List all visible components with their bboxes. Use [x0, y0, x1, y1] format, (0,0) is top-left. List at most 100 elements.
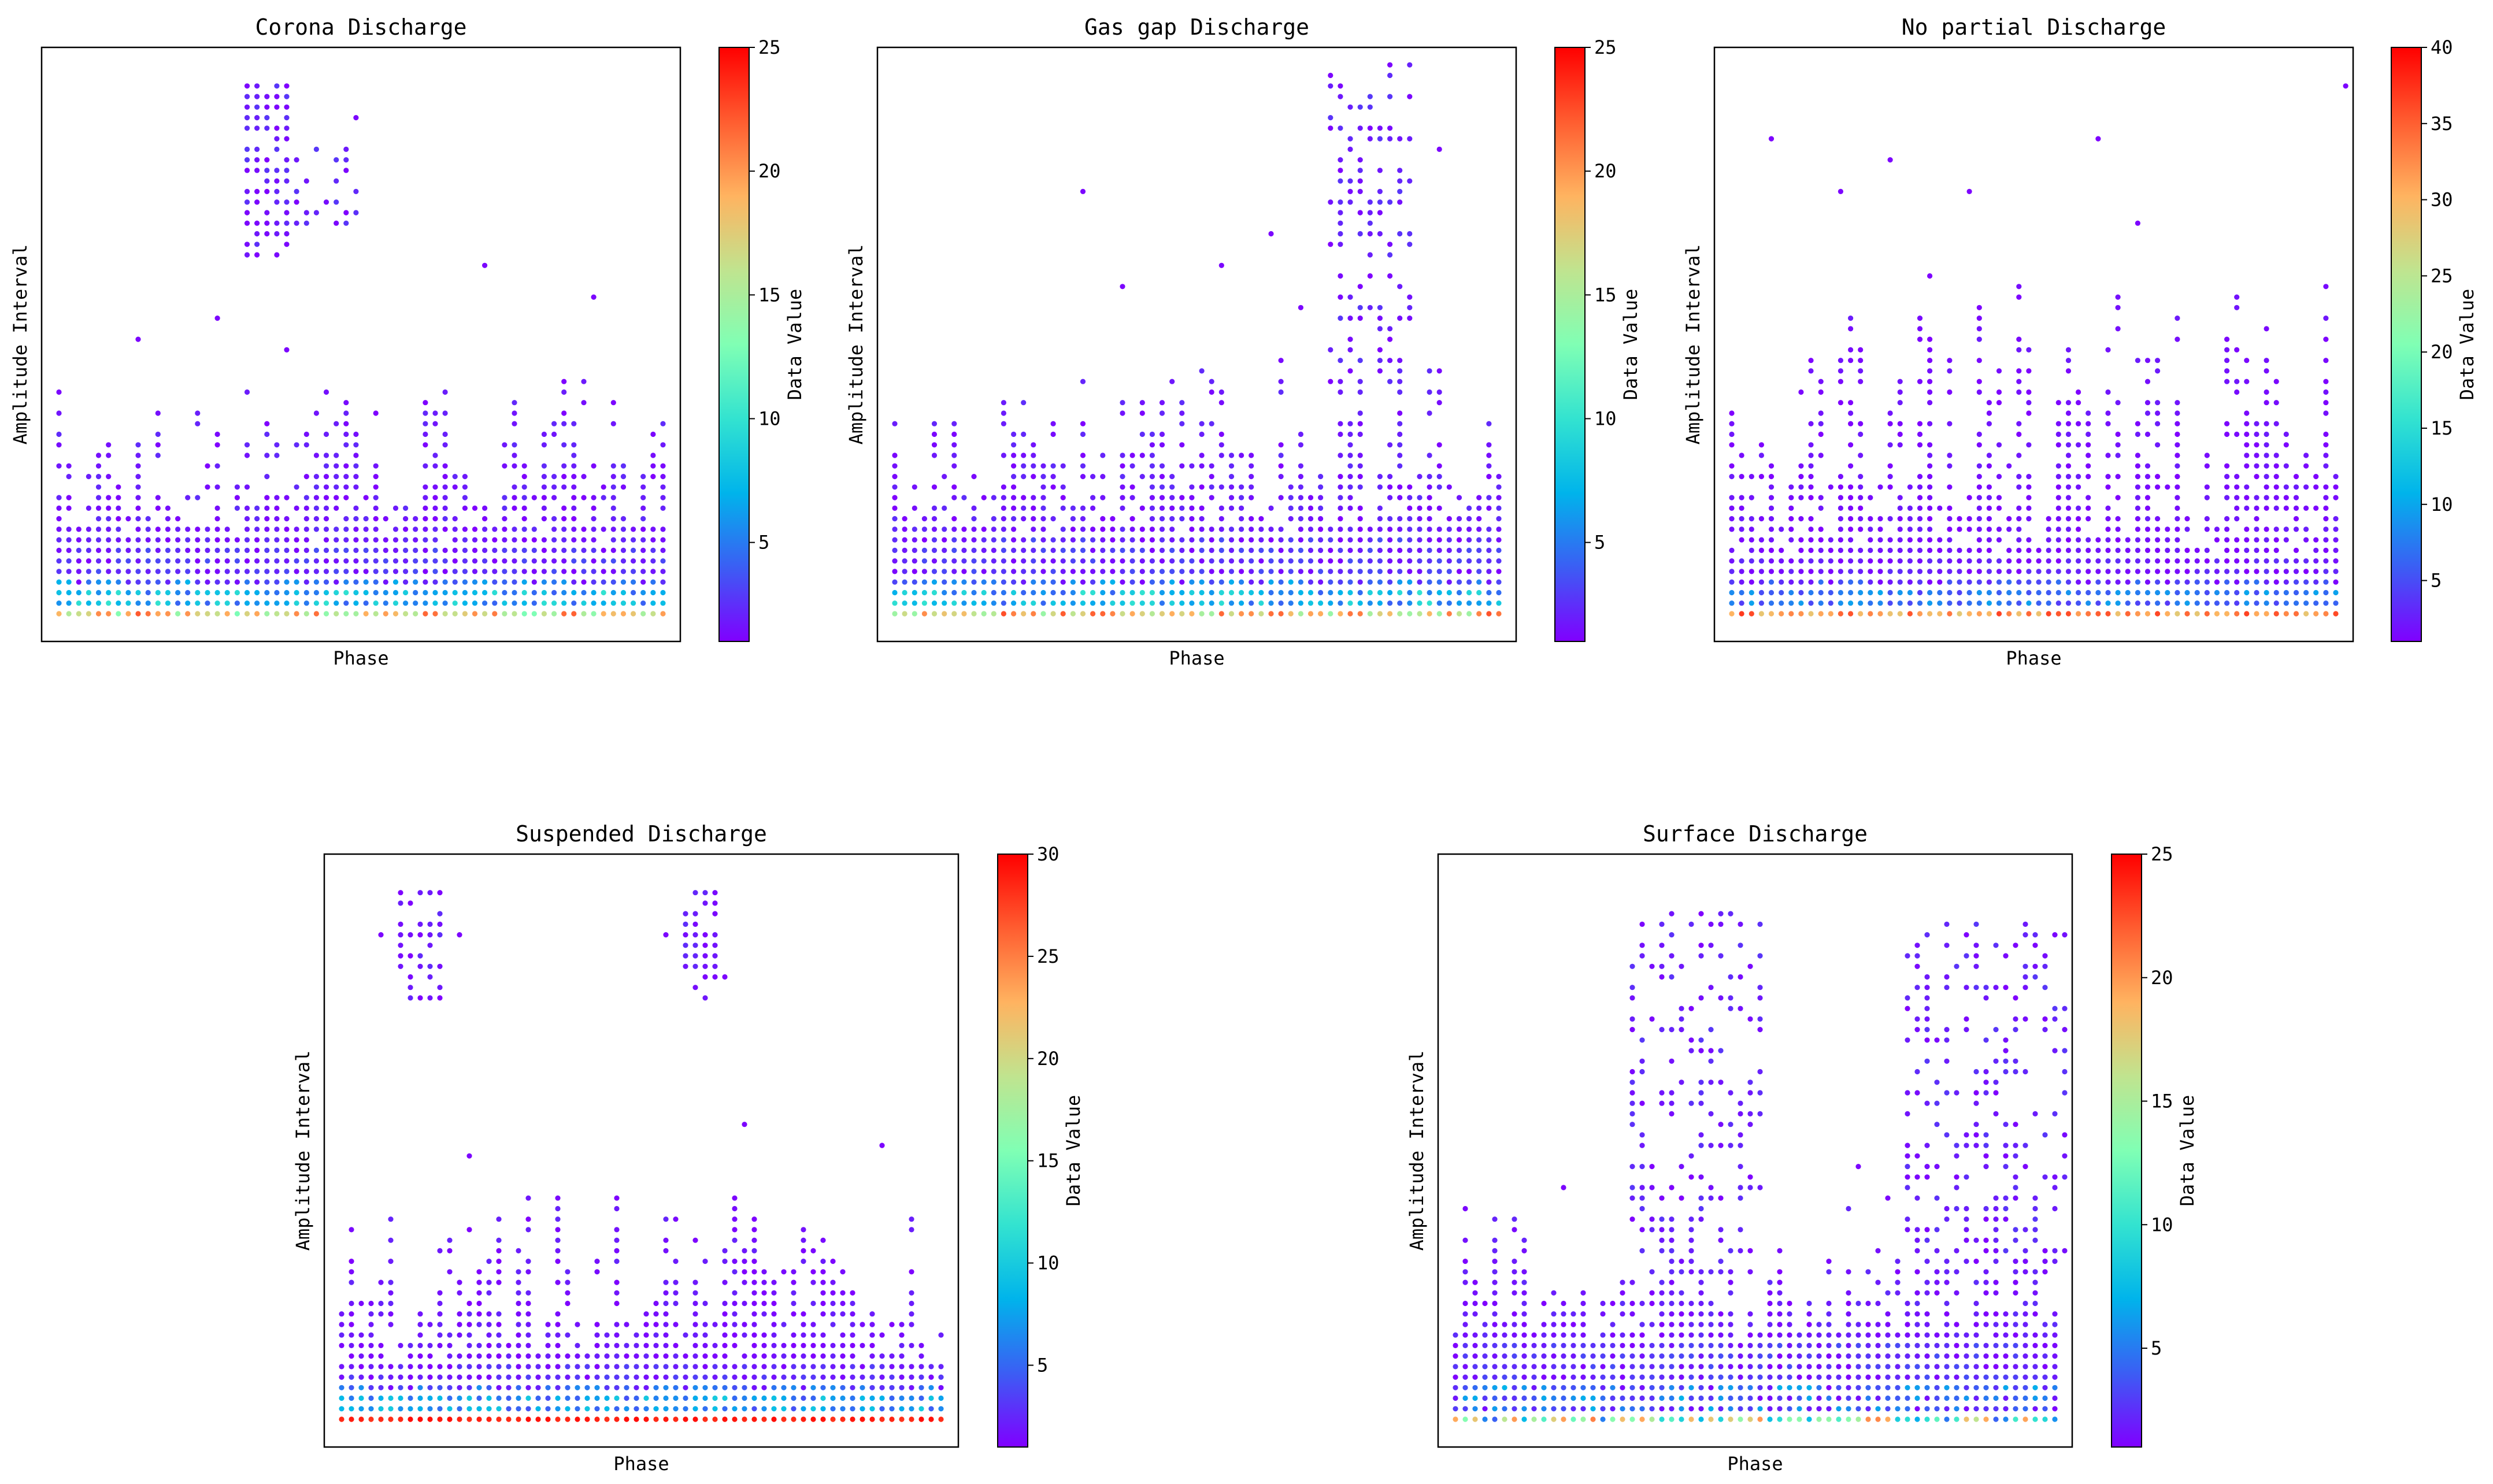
scatter-point — [2065, 421, 2072, 426]
scatter-point — [1798, 611, 1804, 617]
scatter-point — [551, 495, 557, 500]
scatter-point — [594, 1259, 600, 1264]
scatter-point — [643, 1364, 649, 1370]
scatter-point — [1806, 1374, 1812, 1380]
scatter-point — [1629, 1027, 1635, 1033]
scatter-point — [1328, 72, 1333, 79]
scatter-point — [1895, 1332, 1901, 1338]
scatter-point — [1877, 516, 1883, 522]
scatter-point — [692, 1406, 698, 1412]
scatter-point — [1808, 368, 1814, 374]
scatter-point — [2283, 579, 2289, 585]
scatter-point — [1387, 72, 1393, 79]
scatter-point — [702, 1353, 708, 1359]
scatter-point — [531, 579, 537, 585]
scatter-point — [358, 1406, 364, 1412]
scatter-point — [373, 589, 379, 596]
scatter-point — [1914, 1090, 1920, 1096]
scatter-point — [1462, 1342, 1468, 1348]
scatter-point — [614, 1227, 620, 1233]
scatter-point — [732, 1416, 738, 1422]
scatter-point — [1307, 579, 1314, 585]
scatter-point — [820, 1237, 826, 1243]
scatter-point — [1249, 537, 1254, 543]
scatter-point — [2085, 410, 2091, 416]
scatter-point — [1976, 558, 1982, 564]
scatter-point — [512, 421, 517, 426]
scatter-point — [1100, 537, 1106, 543]
scatter-point — [1347, 316, 1353, 321]
scatter-point — [512, 463, 517, 469]
scatter-point — [313, 558, 320, 564]
scatter-point — [1796, 1406, 1802, 1412]
scatter-point — [1826, 1332, 1832, 1338]
scatter-point — [1472, 1311, 1478, 1317]
scatter-point — [2264, 452, 2269, 458]
scatter-point — [1767, 1406, 1773, 1412]
scatter-point — [1858, 421, 1864, 426]
scatter-point — [1199, 368, 1205, 374]
scatter-point — [660, 611, 666, 617]
scatter-point — [1561, 1311, 1566, 1317]
scatter-point — [2036, 547, 2042, 554]
scatter-point — [1777, 1269, 1783, 1275]
scatter-point — [2065, 600, 2072, 606]
scatter-point — [2264, 558, 2269, 564]
scatter-point — [1747, 1079, 1753, 1085]
scatter-point — [2062, 1090, 2068, 1096]
scatter-point — [879, 1353, 885, 1359]
scatter-point — [56, 600, 62, 606]
scatter-point — [447, 1364, 453, 1370]
scatter-point — [1580, 1406, 1586, 1412]
scatter-point — [2155, 484, 2161, 490]
scatter-point — [373, 526, 379, 532]
scatter-point — [2234, 537, 2240, 543]
scatter-point — [486, 1311, 492, 1317]
scatter-point — [1855, 1395, 1861, 1401]
scatter-point — [373, 558, 379, 564]
scatter-point — [1110, 569, 1116, 574]
scatter-point — [1914, 1269, 1920, 1275]
scatter-point — [2135, 484, 2140, 490]
scatter-point — [1357, 316, 1363, 321]
scatter-point — [1377, 316, 1383, 321]
scatter-point — [1462, 1237, 1468, 1243]
scatter-point — [66, 611, 72, 617]
scatter-point — [1708, 1374, 1714, 1380]
scatter-point — [66, 537, 72, 543]
scatter-point — [2234, 484, 2240, 490]
scatter-point — [2022, 1311, 2028, 1317]
scatter-point — [264, 94, 270, 99]
scatter-point — [1357, 484, 1363, 490]
scatter-point — [1159, 611, 1165, 617]
scatter-point — [1927, 358, 1933, 363]
scatter-point — [313, 146, 320, 152]
scatter-point — [1669, 1385, 1675, 1390]
scatter-point — [368, 1332, 374, 1338]
scatter-point — [1482, 1353, 1488, 1359]
scatter-point — [1199, 516, 1205, 522]
scatter-point — [1357, 611, 1363, 617]
scatter-point — [1249, 579, 1254, 585]
scatter-point — [408, 1395, 413, 1401]
scatter-point — [1954, 1395, 1959, 1401]
scatter-point — [1629, 1332, 1635, 1338]
scatter-point — [343, 569, 349, 574]
scatter-point — [1838, 579, 1843, 585]
scatter-point — [951, 484, 957, 490]
scatter-point — [912, 600, 917, 606]
scatter-point — [1905, 953, 1910, 959]
scatter-point — [1865, 1364, 1871, 1370]
scatter-point — [1798, 474, 1804, 480]
scatter-point — [1875, 1332, 1881, 1338]
scatter-point — [2175, 474, 2180, 480]
scatter-point — [2013, 1406, 2018, 1412]
scatter-point — [486, 1353, 492, 1359]
scatter-point — [1796, 1364, 1802, 1370]
scatter-point — [1288, 484, 1294, 490]
scatter-point — [1729, 421, 1735, 426]
scatter-point — [712, 1342, 718, 1348]
scatter-point — [660, 505, 666, 511]
scatter-point — [1397, 547, 1403, 554]
